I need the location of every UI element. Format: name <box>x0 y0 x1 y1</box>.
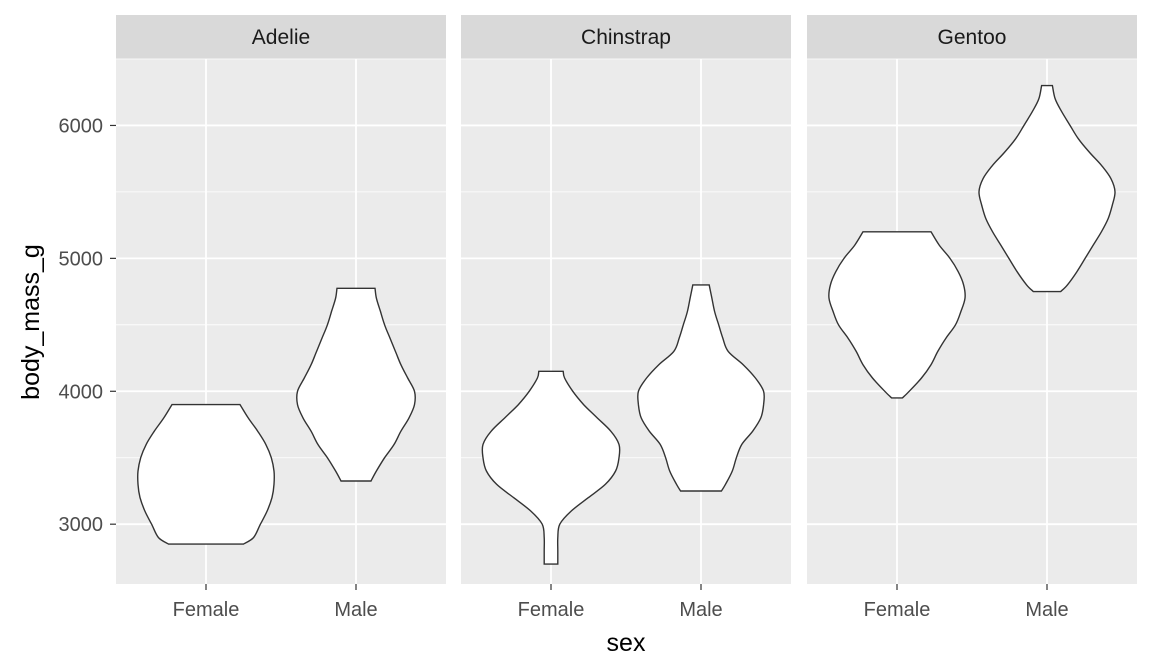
facet-strip <box>116 15 446 59</box>
facet-strip <box>807 15 1137 59</box>
y-axis-title: body_mass_g <box>17 244 45 400</box>
violin-adelie-female <box>137 403 275 545</box>
x-tick-label: Male <box>1025 599 1068 621</box>
x-axis-title: sex <box>607 629 646 657</box>
y-tick-label: 3000 <box>59 514 104 536</box>
violin-gentoo-male <box>978 84 1116 293</box>
violin-chinstrap-female <box>481 370 621 565</box>
x-tick-label: Female <box>173 599 240 621</box>
x-tick-label: Female <box>518 599 585 621</box>
violin-gentoo-female <box>828 231 966 399</box>
facet-strip-label: Adelie <box>252 26 310 49</box>
x-tick-label: Female <box>864 599 931 621</box>
violin-chinstrap-male <box>637 284 765 492</box>
y-tick-label: 6000 <box>59 115 104 137</box>
facet-strip-label: Gentoo <box>938 26 1007 49</box>
facet-panel-chinstrap: Chinstrap Female Male <box>461 15 791 621</box>
y-tick-label: 4000 <box>59 381 104 403</box>
facet-panel-gentoo: Gentoo Female Male <box>807 15 1137 621</box>
violin-adelie-male <box>296 287 416 482</box>
x-tick-label: Male <box>334 599 377 621</box>
facet-panel-adelie: Adelie Female Male <box>116 15 446 621</box>
panel-background <box>461 59 791 584</box>
x-tick-label: Male <box>679 599 722 621</box>
y-tick-label: 5000 <box>59 248 104 270</box>
facet-strip-label: Chinstrap <box>581 26 671 49</box>
y-axis: 3000 4000 5000 6000 <box>59 115 116 536</box>
facet-strip <box>461 15 791 59</box>
